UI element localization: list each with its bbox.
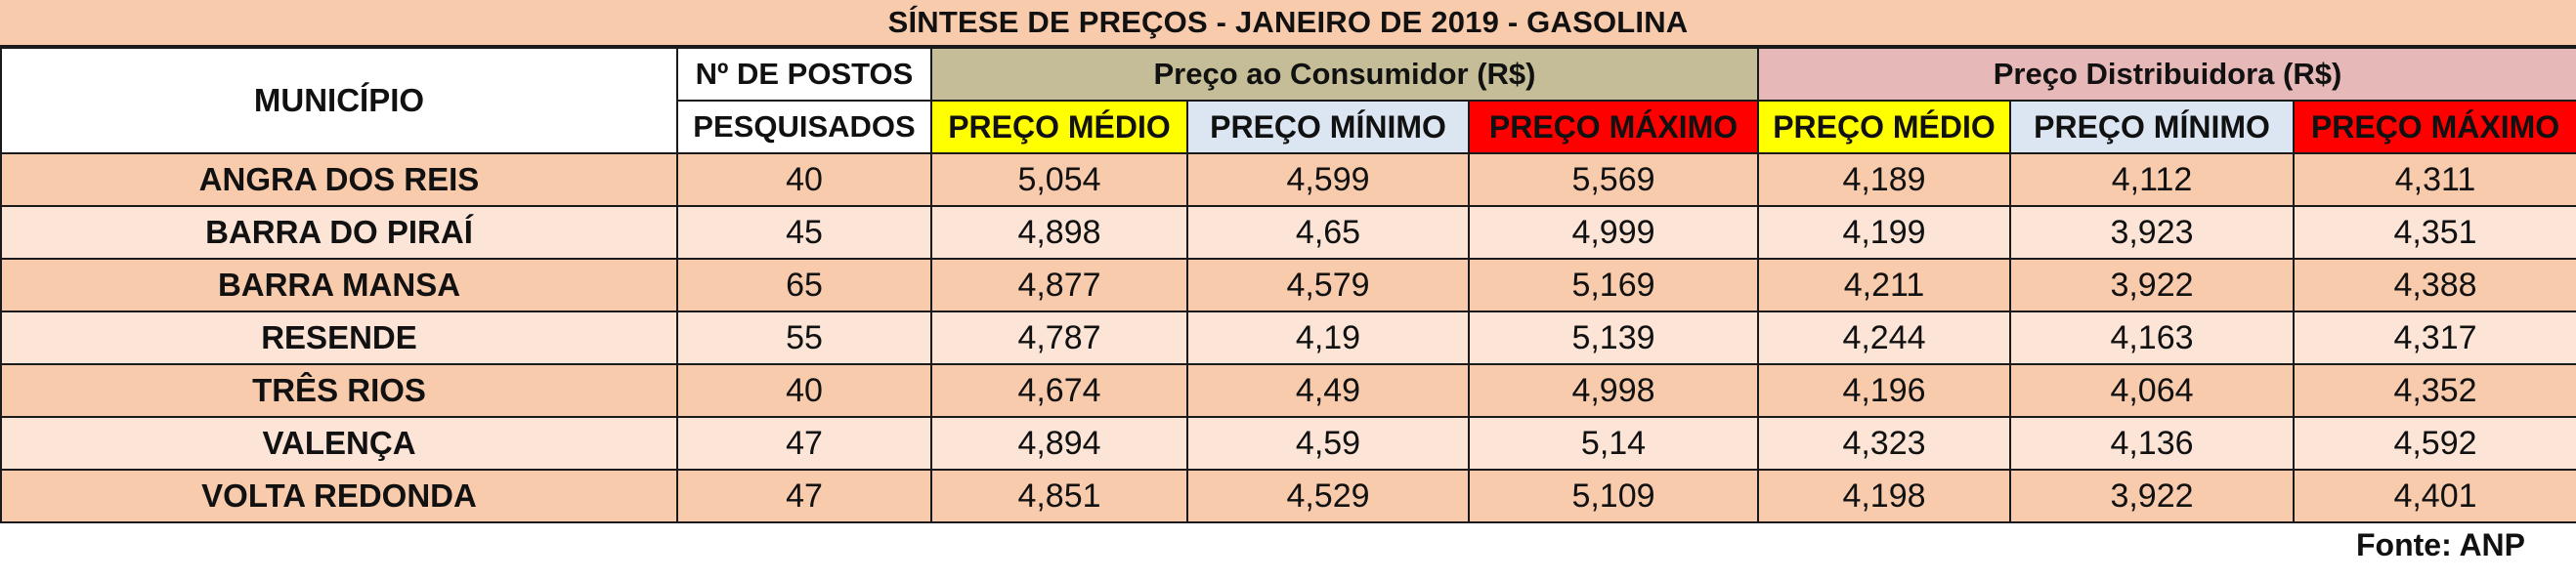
cell-distrib-maximo: 4,592	[2292, 416, 2576, 471]
table-row: VALENÇA 47 4,894 4,59 5,14 4,323 4,136 4…	[0, 416, 2576, 471]
header-distrib-maximo: PREÇO MÁXIMO	[2292, 100, 2576, 154]
cell-distrib-medio: 4,189	[1757, 152, 2011, 207]
cell-consumer-medio: 4,877	[930, 258, 1188, 312]
cell-municipio: BARRA MANSA	[0, 258, 678, 312]
header-municipio: MUNICÍPIO	[0, 47, 678, 154]
table-row: BARRA DO PIRAÍ 45 4,898 4,65 4,999 4,199…	[0, 205, 2576, 260]
table-row: VOLTA REDONDA 47 4,851 4,529 5,109 4,198…	[0, 469, 2576, 523]
cell-consumer-medio: 5,054	[930, 152, 1188, 207]
cell-consumer-maximo: 5,139	[1468, 311, 1759, 365]
price-table: MUNICÍPIO Nº DE POSTOS Preço ao Consumid…	[0, 47, 2576, 523]
cell-consumer-maximo: 5,109	[1468, 469, 1759, 523]
cell-consumer-minimo: 4,579	[1186, 258, 1470, 312]
cell-municipio: BARRA DO PIRAÍ	[0, 205, 678, 260]
header-group-distributor: Preço Distribuidora (R$)	[1756, 47, 2576, 102]
cell-distrib-maximo: 4,388	[2292, 258, 2576, 312]
cell-consumer-medio: 4,787	[930, 311, 1188, 365]
header-row-columns: PESQUISADOS PREÇO MÉDIO PREÇO MÍNIMO PRE…	[1, 100, 2576, 154]
cell-postos: 40	[676, 363, 932, 418]
cell-consumer-medio: 4,898	[930, 205, 1188, 260]
header-consumer-minimo: PREÇO MÍNIMO	[1186, 100, 1470, 154]
cell-municipio: TRÊS RIOS	[0, 363, 678, 418]
cell-postos: 47	[676, 469, 932, 523]
cell-distrib-maximo: 4,352	[2292, 363, 2576, 418]
cell-distrib-minimo: 3,923	[2009, 205, 2295, 260]
cell-consumer-minimo: 4,49	[1186, 363, 1470, 418]
cell-consumer-medio: 4,851	[930, 469, 1188, 523]
cell-distrib-minimo: 3,922	[2009, 258, 2295, 312]
cell-consumer-medio: 4,674	[930, 363, 1188, 418]
cell-municipio: VALENÇA	[0, 416, 678, 471]
cell-consumer-minimo: 4,59	[1186, 416, 1470, 471]
header-consumer-maximo: PREÇO MÁXIMO	[1468, 100, 1759, 154]
cell-distrib-minimo: 4,136	[2009, 416, 2295, 471]
cell-consumer-minimo: 4,19	[1186, 311, 1470, 365]
header-postos-line1: Nº DE POSTOS	[676, 47, 932, 102]
cell-consumer-medio: 4,894	[930, 416, 1188, 471]
header-row-groups: MUNICÍPIO Nº DE POSTOS Preço ao Consumid…	[0, 47, 2576, 154]
cell-distrib-medio: 4,196	[1757, 363, 2011, 418]
cell-postos: 55	[676, 311, 932, 365]
header-distrib-minimo: PREÇO MÍNIMO	[2009, 100, 2295, 154]
cell-distrib-medio: 4,323	[1757, 416, 2011, 471]
header-postos-line2: PESQUISADOS	[676, 100, 932, 154]
header-distrib-medio: PREÇO MÉDIO	[1757, 100, 2011, 154]
cell-municipio: VOLTA REDONDA	[0, 469, 678, 523]
cell-consumer-maximo: 5,569	[1468, 152, 1759, 207]
cell-consumer-maximo: 4,998	[1468, 363, 1759, 418]
cell-distrib-maximo: 4,317	[2292, 311, 2576, 365]
table-row: RESENDE 55 4,787 4,19 5,139 4,244 4,163 …	[0, 311, 2576, 365]
header-group-consumer: Preço ao Consumidor (R$)	[930, 47, 1759, 102]
table-row: TRÊS RIOS 40 4,674 4,49 4,998 4,196 4,06…	[0, 363, 2576, 418]
cell-distrib-maximo: 4,401	[2292, 469, 2576, 523]
cell-consumer-minimo: 4,529	[1186, 469, 1470, 523]
cell-distrib-minimo: 3,922	[2009, 469, 2295, 523]
cell-distrib-minimo: 4,163	[2009, 311, 2295, 365]
cell-distrib-minimo: 4,064	[2009, 363, 2295, 418]
cell-municipio: ANGRA DOS REIS	[0, 152, 678, 207]
cell-distrib-medio: 4,244	[1757, 311, 2011, 365]
cell-distrib-medio: 4,211	[1757, 258, 2011, 312]
cell-consumer-minimo: 4,65	[1186, 205, 1470, 260]
cell-distrib-medio: 4,199	[1757, 205, 2011, 260]
table-row: ANGRA DOS REIS 40 5,054 4,599 5,569 4,18…	[0, 152, 2576, 207]
cell-postos: 40	[676, 152, 932, 207]
cell-consumer-maximo: 4,999	[1468, 205, 1759, 260]
cell-postos: 45	[676, 205, 932, 260]
header-consumer-medio: PREÇO MÉDIO	[930, 100, 1188, 154]
sheet-title: SÍNTESE DE PREÇOS - JANEIRO DE 2019 - GA…	[0, 0, 2576, 47]
cell-consumer-maximo: 5,14	[1468, 416, 1759, 471]
cell-postos: 65	[676, 258, 932, 312]
cell-postos: 47	[676, 416, 932, 471]
cell-distrib-medio: 4,198	[1757, 469, 2011, 523]
cell-consumer-maximo: 5,169	[1468, 258, 1759, 312]
table-row: BARRA MANSA 65 4,877 4,579 5,169 4,211 3…	[0, 258, 2576, 312]
cell-distrib-maximo: 4,351	[2292, 205, 2576, 260]
source-note: Fonte: ANP	[2355, 527, 2525, 562]
cell-municipio: RESENDE	[0, 311, 678, 365]
cell-distrib-minimo: 4,112	[2009, 152, 2295, 207]
cell-distrib-maximo: 4,311	[2292, 152, 2576, 207]
cell-consumer-minimo: 4,599	[1186, 152, 1470, 207]
